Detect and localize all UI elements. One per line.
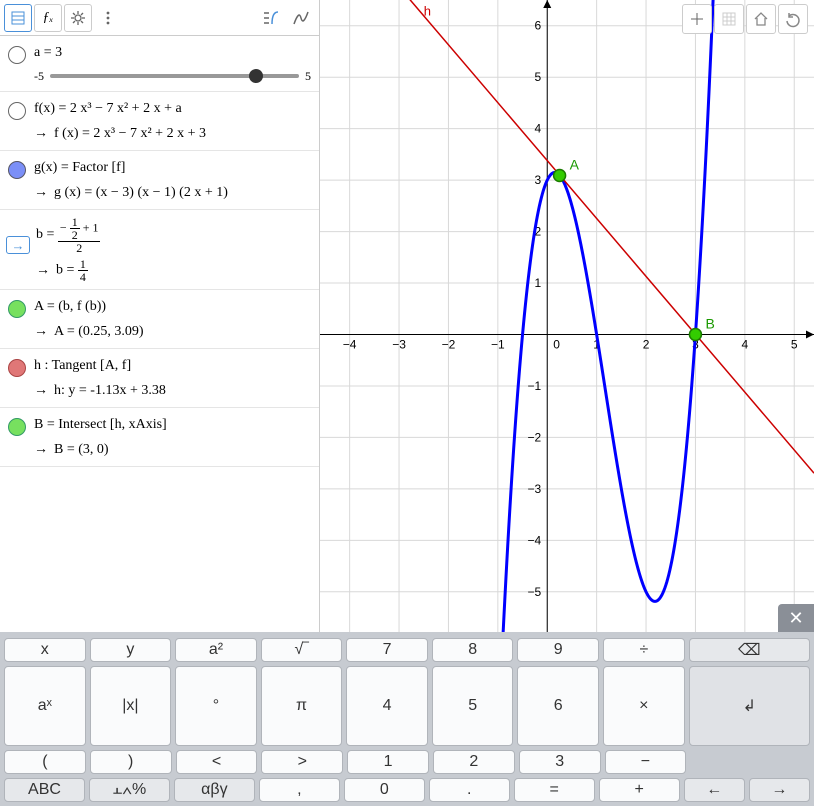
algebra-definition: b = − 12 + 12→ b = 14 bbox=[36, 216, 311, 283]
key-[interactable]: ° bbox=[175, 666, 257, 746]
key-y[interactable]: y bbox=[90, 638, 172, 662]
algebra-item[interactable]: h : Tangent [A, f]→ h: y = -1.13x + 3.38 bbox=[0, 349, 319, 408]
key-6[interactable]: 6 bbox=[517, 666, 599, 746]
graphics-view[interactable]: −4−3−2−1012345−6−5−4−3−2−1123456hgAB bbox=[320, 0, 814, 669]
algebra-item[interactable]: a = 3 -5 5 bbox=[0, 36, 319, 92]
slider[interactable]: -5 5 bbox=[34, 67, 311, 85]
home-icon[interactable] bbox=[746, 4, 776, 34]
algebra-definition: a = 3 -5 5 bbox=[34, 42, 311, 85]
svg-text:−5: −5 bbox=[528, 585, 542, 599]
key-[interactable]: > bbox=[261, 750, 343, 774]
key-[interactable]: ⫠∧% bbox=[89, 778, 170, 802]
key-[interactable]: π bbox=[261, 666, 343, 746]
svg-text:A: A bbox=[570, 156, 580, 172]
visibility-bullet[interactable] bbox=[8, 161, 26, 179]
visibility-bullet[interactable] bbox=[8, 418, 26, 436]
key-[interactable]: − bbox=[605, 750, 687, 774]
key-[interactable]: → bbox=[749, 778, 810, 802]
fx-icon[interactable]: ƒₓ bbox=[34, 4, 62, 32]
svg-text:5: 5 bbox=[791, 338, 798, 352]
key-2[interactable]: 2 bbox=[433, 750, 515, 774]
key-[interactable]: ) bbox=[90, 750, 172, 774]
algebra-item[interactable]: A = (b, f (b))→ A = (0.25, 3.09) bbox=[0, 290, 319, 349]
gear-icon[interactable] bbox=[64, 4, 92, 32]
svg-text:3: 3 bbox=[535, 173, 542, 187]
virtual-keyboard: ✕ xya²√‾789÷⌫aˣ|x|°π456×↲()<>123−ABC⫠∧%α… bbox=[0, 632, 814, 806]
algebra-definition: g(x) = Factor [f]→ g (x) = (x − 3) (x − … bbox=[34, 157, 311, 203]
algebra-item[interactable]: g(x) = Factor [f]→ g (x) = (x − 3) (x − … bbox=[0, 151, 319, 210]
key-[interactable]: , bbox=[259, 778, 340, 802]
visibility-bullet[interactable] bbox=[8, 102, 26, 120]
svg-text:6: 6 bbox=[535, 19, 542, 33]
key-8[interactable]: 8 bbox=[432, 638, 514, 662]
svg-text:−2: −2 bbox=[442, 338, 456, 352]
grid-icon[interactable] bbox=[714, 4, 744, 34]
svg-text:4: 4 bbox=[535, 122, 542, 136]
key-[interactable]: < bbox=[176, 750, 258, 774]
key-9[interactable]: 9 bbox=[517, 638, 599, 662]
algebra-definition: A = (b, f (b))→ A = (0.25, 3.09) bbox=[34, 296, 311, 342]
key-[interactable]: ⌫ bbox=[689, 638, 810, 662]
svg-text:2: 2 bbox=[643, 338, 650, 352]
algebra-definition: B = Intersect [h, xAxis]→ B = (3, 0) bbox=[34, 414, 311, 460]
undo-icon[interactable] bbox=[778, 4, 808, 34]
key-[interactable]: ← bbox=[684, 778, 745, 802]
keyboard-close-button[interactable]: ✕ bbox=[778, 604, 814, 632]
key-abc[interactable]: ABC bbox=[4, 778, 85, 802]
svg-text:h: h bbox=[424, 3, 431, 18]
graph-panel[interactable]: −4−3−2−1012345−6−5−4−3−2−1123456hgAB bbox=[320, 0, 814, 669]
key-[interactable]: + bbox=[599, 778, 680, 802]
axes-icon[interactable] bbox=[682, 4, 712, 34]
svg-text:4: 4 bbox=[741, 338, 748, 352]
svg-text:0: 0 bbox=[553, 338, 560, 352]
key-a[interactable]: aˣ bbox=[4, 666, 86, 746]
svg-text:1: 1 bbox=[535, 276, 542, 290]
key-[interactable]: αβγ bbox=[174, 778, 255, 802]
svg-text:−1: −1 bbox=[491, 338, 505, 352]
key-4[interactable]: 4 bbox=[346, 666, 428, 746]
key-a[interactable]: a² bbox=[175, 638, 257, 662]
key-[interactable]: . bbox=[429, 778, 510, 802]
key-[interactable]: ( bbox=[4, 750, 86, 774]
key-x[interactable]: |x| bbox=[90, 666, 172, 746]
menu-icon[interactable] bbox=[94, 4, 122, 32]
svg-text:−3: −3 bbox=[528, 482, 542, 496]
key-[interactable]: ÷ bbox=[603, 638, 685, 662]
svg-text:−1: −1 bbox=[528, 379, 542, 393]
algebra-view-icon[interactable] bbox=[4, 4, 32, 32]
key-[interactable]: × bbox=[603, 666, 685, 746]
arrow-icon: → bbox=[6, 236, 30, 254]
svg-text:B: B bbox=[705, 316, 714, 332]
algebra-item[interactable]: f(x) = 2 x³ − 7 x² + 2 x + a→ f (x) = 2 … bbox=[0, 92, 319, 151]
key-5[interactable]: 5 bbox=[432, 666, 514, 746]
svg-text:−4: −4 bbox=[528, 533, 542, 547]
algebra-panel: ƒₓ a = 3 -5 5 f(x) = 2 x³ − 7 x² + 2 x + … bbox=[0, 0, 320, 669]
key-[interactable]: √‾ bbox=[261, 638, 343, 662]
key-[interactable]: = bbox=[514, 778, 595, 802]
algebra-definition: f(x) = 2 x³ − 7 x² + 2 x + a→ f (x) = 2 … bbox=[34, 98, 311, 144]
graph-toolbar bbox=[682, 4, 808, 34]
svg-text:−3: −3 bbox=[392, 338, 406, 352]
visibility-bullet[interactable] bbox=[8, 359, 26, 377]
algebra-list[interactable]: a = 3 -5 5 f(x) = 2 x³ − 7 x² + 2 x + a→ … bbox=[0, 36, 319, 651]
algebra-definition: h : Tangent [A, f]→ h: y = -1.13x + 3.38 bbox=[34, 355, 311, 401]
key-1[interactable]: 1 bbox=[347, 750, 429, 774]
key-7[interactable]: 7 bbox=[346, 638, 428, 662]
key-0[interactable]: 0 bbox=[344, 778, 425, 802]
svg-text:−2: −2 bbox=[528, 430, 542, 444]
visibility-bullet[interactable] bbox=[8, 46, 26, 64]
graph-view-icon[interactable] bbox=[287, 4, 315, 32]
algebra-item[interactable]: → b = − 12 + 12→ b = 14 bbox=[0, 210, 319, 290]
list-icon[interactable] bbox=[257, 4, 285, 32]
key-enter[interactable]: ↲ bbox=[689, 666, 810, 746]
key-x[interactable]: x bbox=[4, 638, 86, 662]
visibility-bullet[interactable] bbox=[8, 300, 26, 318]
left-toolbar: ƒₓ bbox=[0, 0, 319, 36]
algebra-item[interactable]: B = Intersect [h, xAxis]→ B = (3, 0) bbox=[0, 408, 319, 467]
svg-text:−4: −4 bbox=[343, 338, 357, 352]
svg-text:5: 5 bbox=[535, 70, 542, 84]
key-3[interactable]: 3 bbox=[519, 750, 601, 774]
